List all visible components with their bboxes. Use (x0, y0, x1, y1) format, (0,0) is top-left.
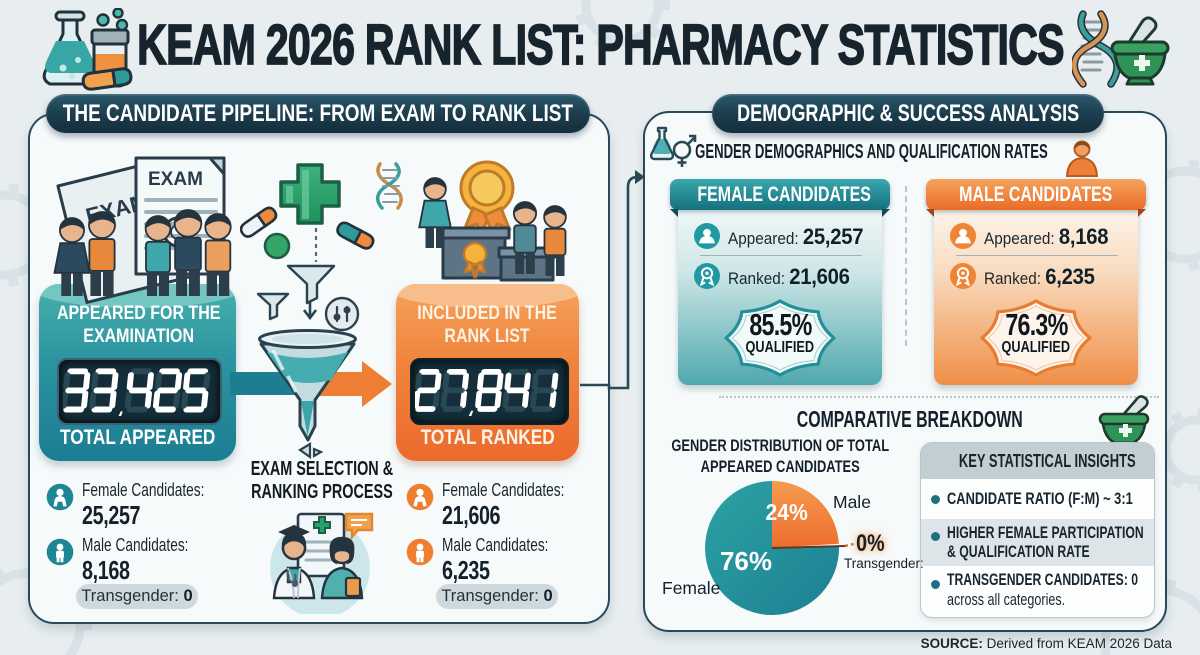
svg-text:EXAM: EXAM (148, 169, 203, 190)
svg-text:24%: 24% (765, 499, 808, 525)
svg-text:76%: 76% (720, 546, 772, 576)
